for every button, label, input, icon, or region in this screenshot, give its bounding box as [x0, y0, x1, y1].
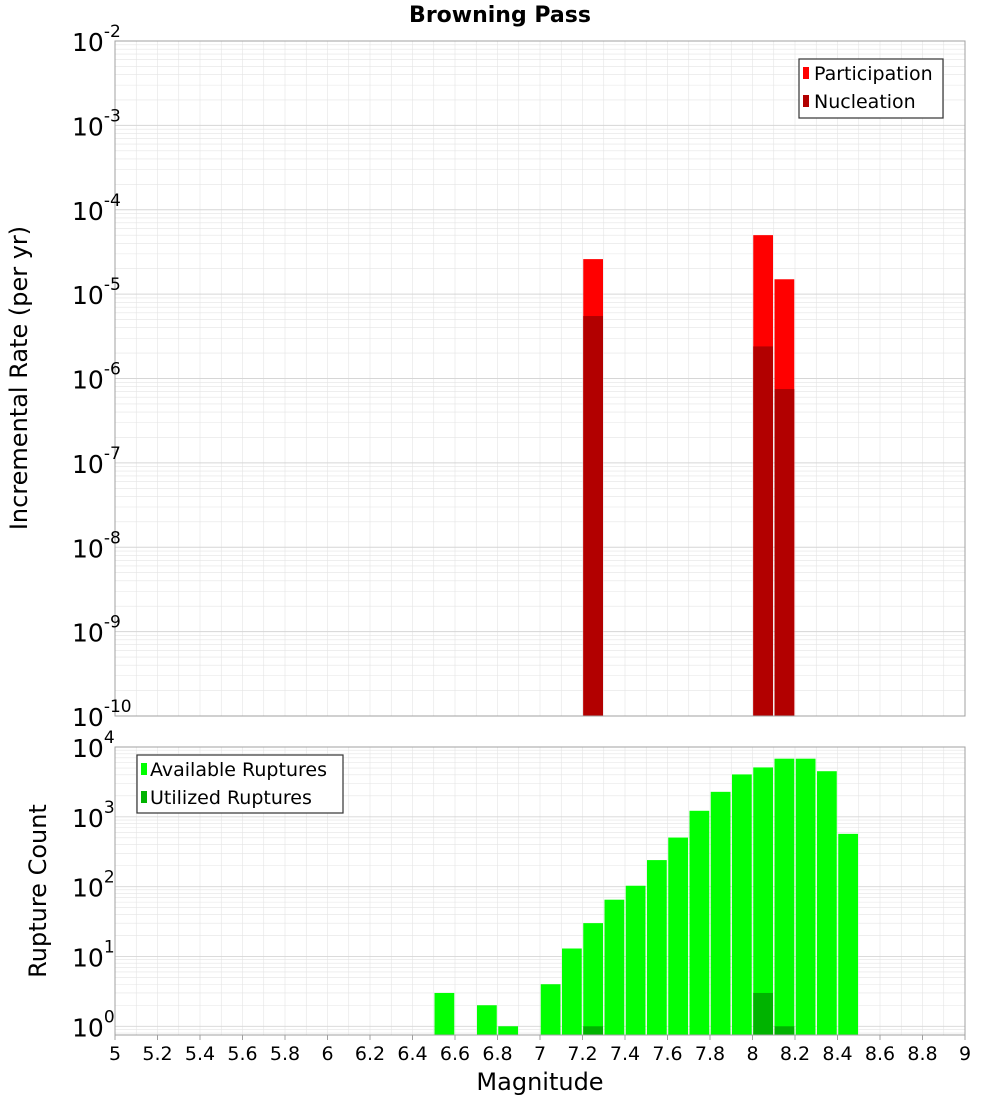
x-tick-label: 7.4	[610, 1043, 640, 1065]
available-ruptures-bar	[753, 767, 774, 1035]
rates-y-tick-label: 10-3	[72, 106, 121, 141]
x-tick-label: 6.6	[440, 1043, 470, 1065]
rates-y-tick-label: 10-4	[72, 191, 121, 226]
x-axis-label: Magnitude	[476, 1068, 603, 1096]
rates-bars	[583, 235, 795, 716]
utilized-legend-swatch	[141, 791, 147, 803]
available-ruptures-bar	[816, 771, 837, 1035]
x-tick-label: 8	[746, 1043, 758, 1065]
nucleation-bar	[583, 316, 604, 716]
rates-legend: Participation Nucleation	[798, 58, 944, 119]
x-tick-label: 5.4	[185, 1043, 215, 1065]
available-ruptures-bar	[561, 948, 582, 1035]
available-legend-label: Available Ruptures	[150, 759, 327, 781]
rates-y-tick-label: 10-8	[72, 528, 121, 563]
available-ruptures-bar	[795, 758, 816, 1035]
x-tick-label: 6.2	[355, 1043, 385, 1065]
rates-grid	[114, 40, 966, 717]
available-ruptures-bar	[689, 810, 710, 1035]
x-tick-label: 7.2	[567, 1043, 597, 1065]
available-ruptures-bar	[498, 1026, 519, 1035]
utilized-legend-label: Utilized Ruptures	[150, 787, 312, 809]
ruptures-y-axis-label: Rupture Count	[24, 804, 52, 978]
x-tick-label: 6.8	[482, 1043, 512, 1065]
x-tick-label: 7.6	[652, 1043, 682, 1065]
x-tick-label: 7	[534, 1043, 546, 1065]
available-ruptures-bar	[838, 833, 859, 1035]
available-ruptures-bar	[434, 992, 455, 1035]
rates-y-tick-label: 10-7	[72, 444, 121, 479]
rates-y-tick-label: 10-6	[72, 360, 121, 395]
ruptures-legend-box	[136, 754, 344, 814]
rates-y-tick-label: 10-2	[72, 22, 121, 57]
ruptures-y-tick-label: 100	[72, 1007, 115, 1042]
ruptures-y-tick-label: 101	[72, 937, 115, 972]
participation-legend-label: Participation	[814, 63, 933, 85]
x-tick-label: 8.2	[780, 1043, 810, 1065]
x-tick-label: 6.4	[397, 1043, 427, 1065]
available-ruptures-bar	[604, 899, 625, 1035]
rates-legend-box	[798, 58, 944, 119]
rates-plot-frame	[114, 40, 966, 717]
ruptures-bars	[434, 758, 859, 1035]
x-tick-label: 5.6	[227, 1043, 257, 1065]
utilized-ruptures-bar	[774, 1026, 795, 1035]
rates-y-tick-label: 10-5	[72, 275, 121, 310]
rates-y-tick-label: 10-9	[72, 613, 121, 648]
x-tick-label: 5	[109, 1043, 121, 1065]
x-tick-label: 8.8	[907, 1043, 937, 1065]
available-ruptures-bar	[731, 774, 752, 1035]
chart-title: Browning Pass	[409, 3, 591, 28]
available-legend-swatch	[141, 763, 147, 775]
ruptures-y-tick-label: 102	[72, 868, 115, 903]
x-tick-label: 7.8	[695, 1043, 725, 1065]
available-ruptures-bar	[710, 791, 731, 1035]
ruptures-y-ticks: 100 101 102 103 104	[72, 728, 115, 1042]
available-ruptures-bar	[583, 923, 604, 1035]
x-tick-label: 8.4	[822, 1043, 852, 1065]
utilized-ruptures-bar	[583, 1026, 604, 1035]
rates-y-axis-label: Incremental Rate (per yr)	[5, 226, 33, 530]
ruptures-y-tick-label: 104	[72, 728, 115, 763]
available-ruptures-bar	[668, 837, 689, 1035]
utilized-ruptures-bar	[753, 992, 774, 1035]
ruptures-y-tick-label: 103	[72, 798, 115, 833]
participation-legend-swatch	[803, 67, 809, 79]
ruptures-legend: Available Ruptures Utilized Ruptures	[136, 754, 344, 814]
rates-y-tick-label: 10-10	[72, 697, 132, 732]
nucleation-legend-swatch	[803, 95, 809, 107]
nucleation-bar	[774, 389, 795, 716]
nucleation-bar	[753, 346, 774, 716]
available-ruptures-bar	[476, 1005, 497, 1035]
x-tick-label: 8.6	[865, 1043, 895, 1065]
rates-y-ticks: 10-10 10-9 10-8 10-7 10-6 10-5 10-4 10-3 10-2	[72, 22, 132, 732]
available-ruptures-bar	[540, 984, 561, 1035]
nucleation-legend-label: Nucleation	[814, 91, 916, 113]
available-ruptures-bar	[774, 758, 795, 1035]
x-tick-label: 9	[959, 1043, 971, 1065]
ruptures-x-ticks: 5 5.2 5.4 5.6 5.8 6 6.2 6.4 6.6 6.8 7 7.2 7.4 7.6 7.8 8…	[109, 1035, 971, 1065]
x-tick-label: 6	[321, 1043, 333, 1065]
available-ruptures-bar	[646, 860, 667, 1035]
x-tick-label: 5.2	[142, 1043, 172, 1065]
available-ruptures-bar	[625, 885, 646, 1035]
x-tick-label: 5.8	[270, 1043, 300, 1065]
